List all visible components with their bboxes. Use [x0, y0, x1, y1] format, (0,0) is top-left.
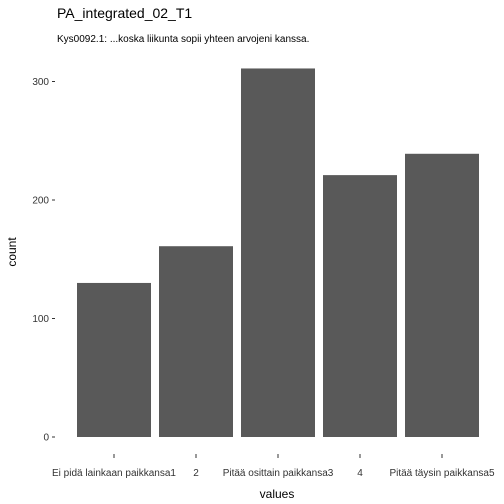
bars [77, 68, 479, 438]
y-tick-label: 300 [32, 77, 49, 88]
bar [241, 68, 315, 437]
x-tick-label: 4 [357, 468, 363, 479]
x-axis-title: values [260, 487, 295, 501]
y-tick-label: 100 [32, 314, 49, 325]
bar [323, 175, 397, 438]
y-tick-label: 200 [32, 196, 49, 207]
x-axis: Ei pidä lainkaan paikkansa1 2 Pitää ositta… [52, 454, 495, 479]
x-tick-label: Pitää osittain paikkansa3 [223, 468, 334, 479]
y-tick-label: 0 [43, 433, 49, 444]
y-axis: 0 100 200 300 [32, 77, 55, 444]
x-tick-label: Ei pidä lainkaan paikkansa1 [52, 468, 176, 479]
bar [77, 282, 151, 437]
bar [405, 153, 479, 437]
x-tick-label: Pitää täysin paikkansa5 [389, 468, 495, 479]
y-axis-title: count [5, 237, 19, 267]
chart-title: PA_integrated_02_T1 [57, 5, 192, 21]
chart-subtitle: Kys0092.1: ...koska liikunta sopii yhtee… [57, 34, 309, 45]
bar [159, 246, 233, 437]
x-tick-label: 2 [193, 468, 199, 479]
